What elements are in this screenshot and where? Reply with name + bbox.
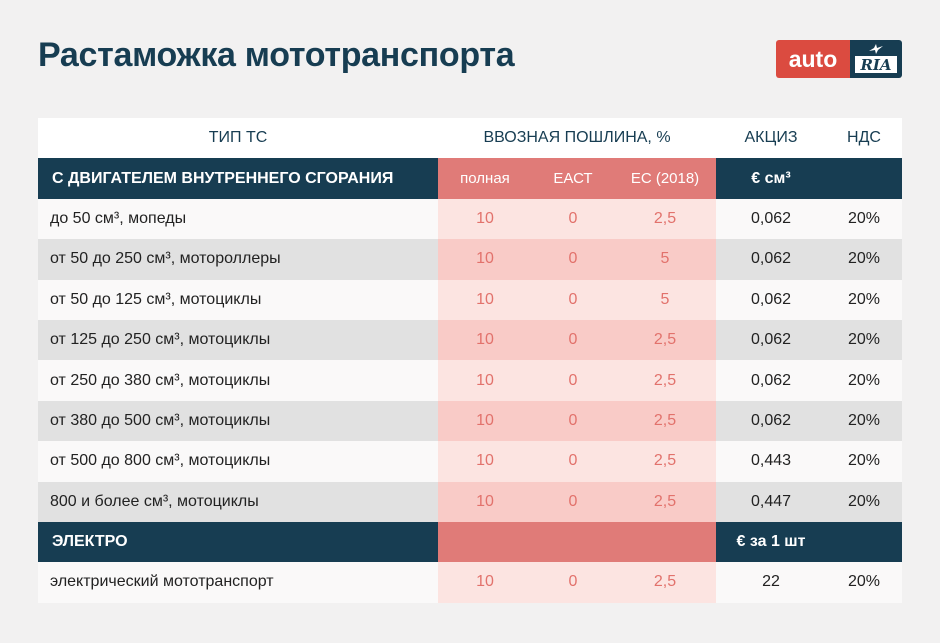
row-vat: 20%	[826, 198, 902, 240]
subheader-vat-empty	[826, 521, 902, 563]
row-duty-eact: 0	[532, 441, 614, 482]
section-electro-label: ЭЛЕКТРО	[38, 521, 438, 563]
row-duty-full: 10	[438, 400, 532, 442]
row-vat: 20%	[826, 481, 902, 522]
section-electro-row: ЭЛЕКТРО € за 1 шт	[38, 521, 902, 563]
row-vat: 20%	[826, 319, 902, 361]
row-duty-eact: 0	[532, 198, 614, 240]
row-duty-full: 10	[438, 319, 532, 361]
table-row: от 50 до 250 см³, мотороллеры 10 0 5 0,062 20…	[38, 239, 902, 280]
row-excise: 0,443	[716, 441, 826, 482]
table-row: от 250 до 380 см³, мотоциклы 10 0 2,5 0,062 2…	[38, 360, 902, 401]
row-excise: 0,062	[716, 198, 826, 240]
row-duty-eact: 0	[532, 562, 614, 603]
section-ice-row: С ДВИГАТЕЛЕМ ВНУТРЕННЕГО СГОРАНИЯ полная…	[38, 158, 902, 199]
header-type: ТИП ТС	[38, 118, 438, 159]
autoria-logo[interactable]: auto RIA	[776, 40, 902, 78]
row-duty-eact: 0	[532, 239, 614, 280]
row-duty-eact: 0	[532, 360, 614, 401]
row-duty-ec: 5	[614, 279, 716, 320]
row-type: от 500 до 800 см³, мотоциклы	[38, 441, 438, 482]
row-vat: 20%	[826, 441, 902, 482]
row-duty-eact: 0	[532, 481, 614, 522]
row-excise: 0,062	[716, 279, 826, 320]
row-type: до 50 см³, мопеды	[38, 198, 438, 240]
row-type: от 50 до 125 см³, мотоциклы	[38, 279, 438, 320]
row-duty-full: 10	[438, 360, 532, 401]
logo-ria-text: RIA	[855, 56, 897, 74]
row-duty-ec: 2,5	[614, 198, 716, 240]
row-duty-eact: 0	[532, 319, 614, 361]
row-vat: 20%	[826, 562, 902, 603]
table-row: электрический мототранспорт 10 0 2,5 22 20%	[38, 562, 902, 603]
row-duty-ec: 2,5	[614, 441, 716, 482]
table-header-row: ТИП ТС ВВОЗНАЯ ПОШЛИНА, % АКЦИЗ НДС	[38, 118, 902, 159]
table-row: 800 и более см³, мотоциклы 10 0 2,5 0,447 20%	[38, 481, 902, 522]
header-excise: АКЦИЗ	[716, 118, 826, 159]
electro-rows: электрический мототранспорт 10 0 2,5 22 20%	[38, 562, 902, 603]
row-duty-full: 10	[438, 198, 532, 240]
row-excise: 22	[716, 562, 826, 603]
header-duty: ВВОЗНАЯ ПОШЛИНА, %	[438, 118, 716, 159]
logo-ria-block: RIA	[850, 40, 902, 78]
table-row: от 500 до 800 см³, мотоциклы 10 0 2,5 0,443 2…	[38, 441, 902, 482]
logo-auto-text: auto	[776, 40, 850, 78]
row-duty-full: 10	[438, 441, 532, 482]
row-duty-ec: 2,5	[614, 400, 716, 442]
table-row: от 125 до 250 см³, мотоциклы 10 0 2,5 0,062 2…	[38, 319, 902, 361]
row-excise: 0,062	[716, 239, 826, 280]
subheader-ec: ЕС (2018)	[614, 158, 716, 199]
row-duty-ec: 2,5	[614, 481, 716, 522]
row-type: от 380 до 500 см³, мотоциклы	[38, 400, 438, 442]
header-vat: НДС	[826, 118, 902, 159]
table-row: от 50 до 125 см³, мотоциклы 10 0 5 0,062 20%	[38, 279, 902, 320]
subheader-full-empty	[438, 521, 532, 563]
row-duty-full: 10	[438, 562, 532, 603]
section-ice-label: С ДВИГАТЕЛЕМ ВНУТРЕННЕГО СГОРАНИЯ	[38, 158, 438, 199]
subheader-excise-unit: € см³	[716, 158, 826, 199]
row-type: от 250 до 380 см³, мотоциклы	[38, 360, 438, 401]
subheader-eact: ЕАСТ	[532, 158, 614, 199]
subheader-full: полная	[438, 158, 532, 199]
row-type: от 50 до 250 см³, мотороллеры	[38, 239, 438, 280]
row-type: электрический мототранспорт	[38, 562, 438, 603]
row-vat: 20%	[826, 360, 902, 401]
row-type: от 125 до 250 см³, мотоциклы	[38, 319, 438, 361]
row-vat: 20%	[826, 279, 902, 320]
table-row: от 380 до 500 см³, мотоциклы 10 0 2,5 0,062 2…	[38, 400, 902, 442]
row-duty-eact: 0	[532, 400, 614, 442]
row-duty-full: 10	[438, 279, 532, 320]
row-type: 800 и более см³, мотоциклы	[38, 481, 438, 522]
row-excise: 0,062	[716, 360, 826, 401]
row-vat: 20%	[826, 400, 902, 442]
subheader-ec-empty	[614, 521, 716, 563]
row-vat: 20%	[826, 239, 902, 280]
bird-icon	[869, 44, 883, 54]
ice-rows: до 50 см³, мопеды 10 0 2,5 0,062 20% от 50 до …	[38, 198, 902, 522]
page-title: Растаможка мототранспорта	[38, 36, 515, 74]
subheader-eact-empty	[532, 521, 614, 563]
row-duty-full: 10	[438, 481, 532, 522]
subheader-electro-unit: € за 1 шт	[716, 521, 826, 563]
subheader-vat-empty	[826, 158, 902, 199]
row-duty-full: 10	[438, 239, 532, 280]
row-duty-ec: 2,5	[614, 562, 716, 603]
row-excise: 0,062	[716, 400, 826, 442]
table-row: до 50 см³, мопеды 10 0 2,5 0,062 20%	[38, 198, 902, 240]
row-duty-ec: 5	[614, 239, 716, 280]
row-duty-eact: 0	[532, 279, 614, 320]
customs-table: ТИП ТС ВВОЗНАЯ ПОШЛИНА, % АКЦИЗ НДС С ДВ…	[38, 118, 902, 603]
row-duty-ec: 2,5	[614, 319, 716, 361]
row-excise: 0,062	[716, 319, 826, 361]
row-duty-ec: 2,5	[614, 360, 716, 401]
row-excise: 0,447	[716, 481, 826, 522]
